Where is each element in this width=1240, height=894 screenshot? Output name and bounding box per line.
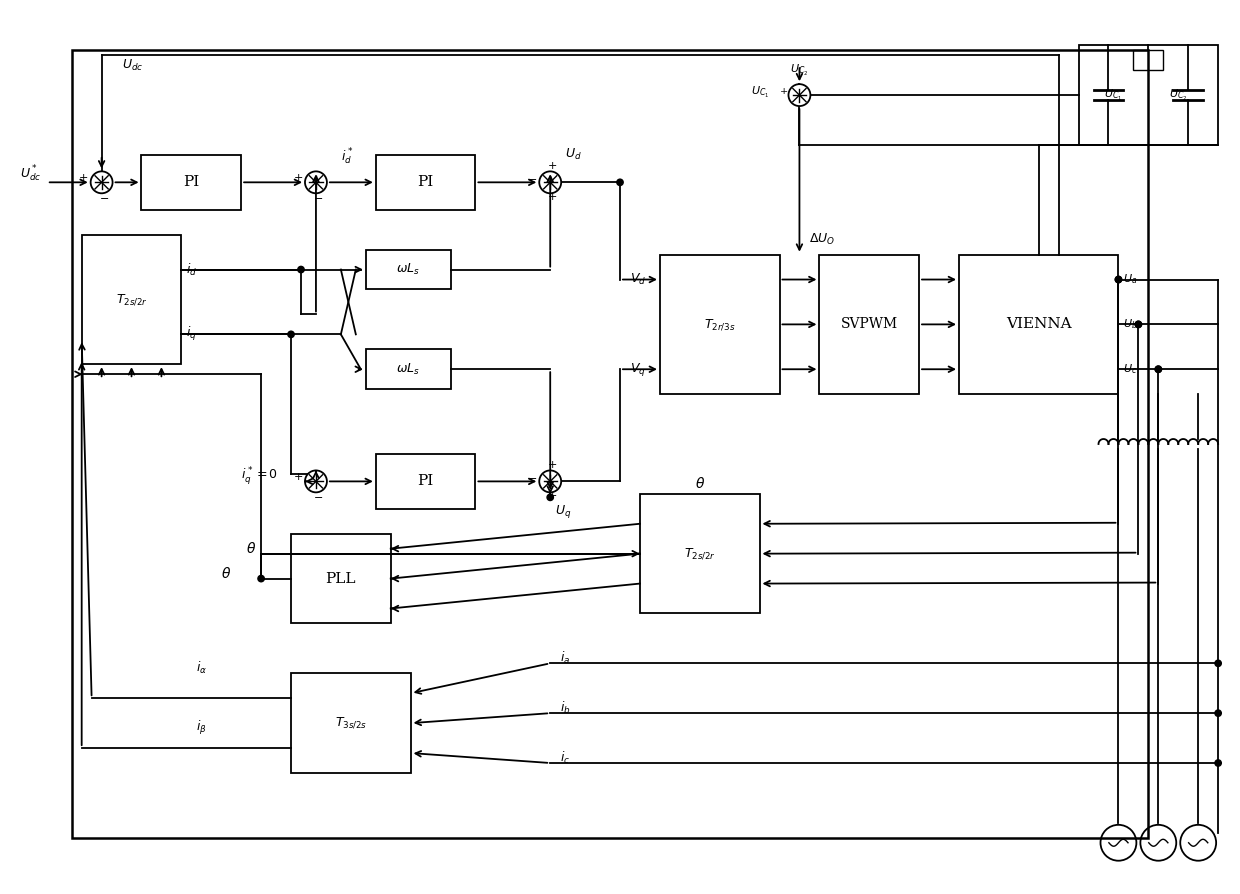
Text: $U_{dc}^*$: $U_{dc}^*$ (20, 164, 42, 184)
Circle shape (616, 179, 624, 186)
Circle shape (1135, 321, 1142, 327)
Circle shape (258, 576, 264, 582)
Bar (366, 249, 450, 290)
Bar (291, 534, 391, 623)
Text: $\theta$: $\theta$ (221, 566, 231, 581)
Circle shape (1115, 276, 1122, 283)
Text: $-$: $-$ (312, 192, 322, 202)
Text: SVPWM: SVPWM (841, 317, 898, 332)
Text: $i_b$: $i_b$ (560, 700, 570, 716)
Text: $-$: $-$ (527, 173, 537, 183)
Text: PI: PI (184, 175, 200, 190)
Text: $U_b$: $U_b$ (1123, 317, 1138, 332)
Text: $\theta$: $\theta$ (694, 477, 704, 492)
Bar (1133, 50, 1163, 70)
Text: $-$: $-$ (312, 492, 322, 502)
Text: $U_{C_1}$: $U_{C_1}$ (1105, 88, 1122, 103)
Bar (660, 255, 780, 394)
Text: $U_{C_2}$: $U_{C_2}$ (790, 63, 808, 78)
Circle shape (1115, 276, 1122, 283)
Bar (72, 50, 1148, 838)
Text: $i_\beta$: $i_\beta$ (196, 719, 207, 738)
Text: $T_{2r/3s}$: $T_{2r/3s}$ (704, 317, 735, 332)
Text: +: + (548, 492, 557, 502)
Text: $\theta$: $\theta$ (246, 541, 257, 556)
Bar (141, 155, 242, 210)
Bar (1079, 46, 1218, 145)
Text: +: + (548, 162, 557, 172)
Text: $U_{dc}$: $U_{dc}$ (122, 57, 143, 72)
Text: $T_{2s/2r}$: $T_{2s/2r}$ (683, 546, 715, 561)
Text: $U_q$: $U_q$ (556, 502, 572, 519)
Bar (959, 255, 1118, 394)
Text: PI: PI (418, 175, 434, 190)
Text: +: + (548, 460, 557, 470)
Bar (376, 155, 475, 210)
Circle shape (547, 494, 553, 501)
Text: $U_{C_2}$: $U_{C_2}$ (1169, 88, 1188, 103)
Circle shape (539, 470, 562, 493)
Circle shape (1215, 660, 1221, 667)
Bar (376, 454, 475, 509)
Text: PI: PI (418, 475, 434, 488)
Text: $U_a$: $U_a$ (1123, 273, 1138, 286)
Circle shape (1215, 760, 1221, 766)
Text: $-$: $-$ (527, 472, 537, 483)
Text: $\omega L_s$: $\omega L_s$ (397, 262, 420, 277)
Text: $i_a$: $i_a$ (560, 650, 570, 666)
Text: $U_{C_1}$: $U_{C_1}$ (751, 85, 770, 99)
Circle shape (288, 331, 294, 338)
Circle shape (1156, 366, 1162, 373)
Text: $U_c$: $U_c$ (1123, 362, 1138, 376)
Text: $i_d^*$: $i_d^*$ (341, 147, 353, 167)
Bar (291, 673, 410, 773)
Bar (82, 234, 181, 364)
Circle shape (305, 172, 327, 193)
Circle shape (298, 266, 304, 273)
Circle shape (1156, 366, 1162, 373)
Text: $U_d$: $U_d$ (565, 148, 582, 163)
Circle shape (789, 84, 811, 106)
Text: $T_{3s/2s}$: $T_{3s/2s}$ (335, 716, 367, 730)
Text: $-$: $-$ (98, 192, 109, 202)
Text: +: + (294, 173, 303, 183)
Circle shape (305, 470, 327, 493)
Text: $i_c$: $i_c$ (560, 750, 570, 766)
Bar (820, 255, 919, 394)
Text: +: + (79, 173, 88, 183)
Circle shape (91, 172, 113, 193)
Text: $\Delta U_O$: $\Delta U_O$ (810, 232, 836, 248)
Bar (366, 350, 450, 389)
Text: PLL: PLL (326, 571, 356, 586)
Text: +: + (780, 87, 789, 96)
Circle shape (1215, 710, 1221, 716)
Text: +: + (294, 472, 303, 483)
Text: $i_d$: $i_d$ (186, 262, 197, 278)
Bar (640, 493, 760, 613)
Text: $i_q$: $i_q$ (186, 325, 197, 343)
Text: $V_d$: $V_d$ (630, 272, 646, 287)
Circle shape (1135, 321, 1142, 327)
Text: $T_{2s/2r}$: $T_{2s/2r}$ (115, 292, 148, 307)
Circle shape (539, 172, 562, 193)
Text: $\omega L_s$: $\omega L_s$ (397, 362, 420, 376)
Text: +: + (548, 192, 557, 202)
Text: VIENNA: VIENNA (1006, 317, 1071, 332)
Text: $i_\alpha$: $i_\alpha$ (196, 661, 207, 677)
Text: $V_q$: $V_q$ (630, 361, 646, 378)
Text: $i_q^* = 0$: $i_q^* = 0$ (242, 466, 278, 487)
